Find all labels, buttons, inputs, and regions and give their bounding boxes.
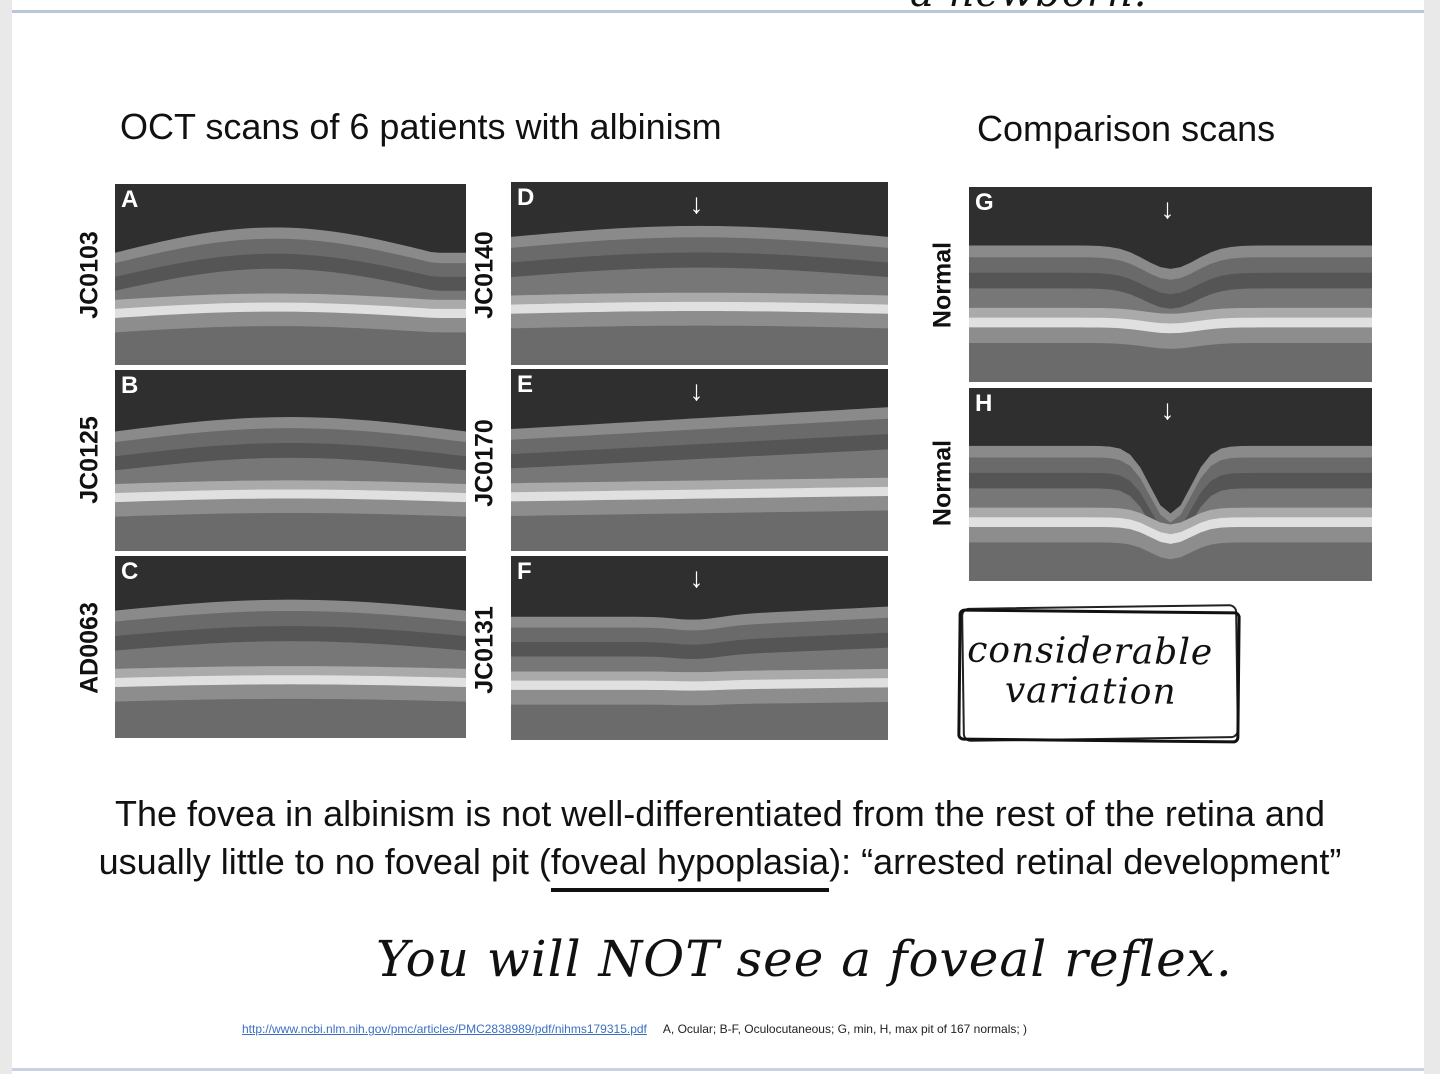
fovea-arrow-icon: ↓ (1160, 394, 1175, 425)
caption-line-2: usually little to no foveal pit (foveal … (0, 838, 1440, 892)
top-handwriting-cutoff: a newborn. (910, 0, 1148, 16)
annotation-line-1: considerable (967, 629, 1214, 674)
scan-letter: F (517, 558, 532, 585)
oct-scan-h: H ↓ (969, 388, 1372, 581)
patient-label: AD0063 (75, 602, 104, 694)
top-divider-overlay (12, 10, 1424, 13)
annotation-box: considerable variation (957, 608, 1241, 744)
oct-scan-e: E ↓ (511, 369, 888, 551)
right-heading: Comparison scans (977, 108, 1276, 149)
scan-image (511, 182, 888, 365)
scan-image (969, 187, 1372, 382)
caption-line-2-start: usually little to no foveal pit ( (98, 841, 551, 882)
scan-letter: C (121, 558, 139, 585)
bottom-divider (12, 1068, 1424, 1071)
scan-image (969, 388, 1372, 581)
oct-scan-a: A (115, 184, 466, 365)
scan-letter: D (517, 184, 535, 211)
source-link[interactable]: http://www.ncbi.nlm.nih.gov/pmc/articles… (242, 1022, 647, 1036)
scan-image (115, 184, 466, 365)
caption-line-2-end: ): “arrested retinal development” (829, 841, 1342, 882)
patient-label: JC0140 (470, 231, 499, 319)
scan-letter: H (975, 390, 993, 417)
patient-label: JC0170 (470, 419, 499, 507)
patient-label: Normal (928, 241, 957, 329)
oct-scan-b: B (115, 370, 466, 551)
caption-line-1: The fovea in albinism is not well-differ… (115, 793, 1325, 834)
patient-label: Normal (928, 439, 957, 527)
oct-scan-g: G ↓ (969, 187, 1372, 382)
patient-label: JC0131 (470, 606, 499, 694)
scan-letter: E (517, 371, 534, 398)
patient-label: JC0103 (75, 231, 104, 319)
scan-letter: B (121, 372, 139, 399)
scan-letter: G (975, 189, 994, 216)
scan-image (511, 556, 888, 740)
oct-scan-d: D ↓ (511, 182, 888, 365)
caption-underlined-term: foveal hypoplasia (550, 841, 830, 892)
patient-label: JC0125 (75, 416, 104, 504)
handwritten-note: You will NOT see a foveal reflex. (376, 930, 1233, 988)
scan-image (115, 556, 466, 738)
footer-note: A, Ocular; B-F, Oculocutaneous; G, min, … (662, 1022, 1028, 1036)
fovea-arrow-icon: ↓ (689, 562, 704, 593)
left-heading: OCT scans of 6 patients with albinism (120, 106, 722, 147)
fovea-arrow-icon: ↓ (689, 375, 704, 406)
oct-scan-c: C (115, 556, 466, 738)
scan-letter: A (121, 186, 139, 213)
scan-image (511, 369, 888, 551)
annotation-line-2: variation (1004, 670, 1177, 713)
fovea-arrow-icon: ↓ (1160, 193, 1175, 224)
footer: http://www.ncbi.nlm.nih.gov/pmc/articles… (242, 1022, 1027, 1036)
fovea-arrow-icon: ↓ (689, 188, 704, 219)
scan-image (115, 370, 466, 551)
oct-scan-f: F ↓ (511, 556, 888, 740)
